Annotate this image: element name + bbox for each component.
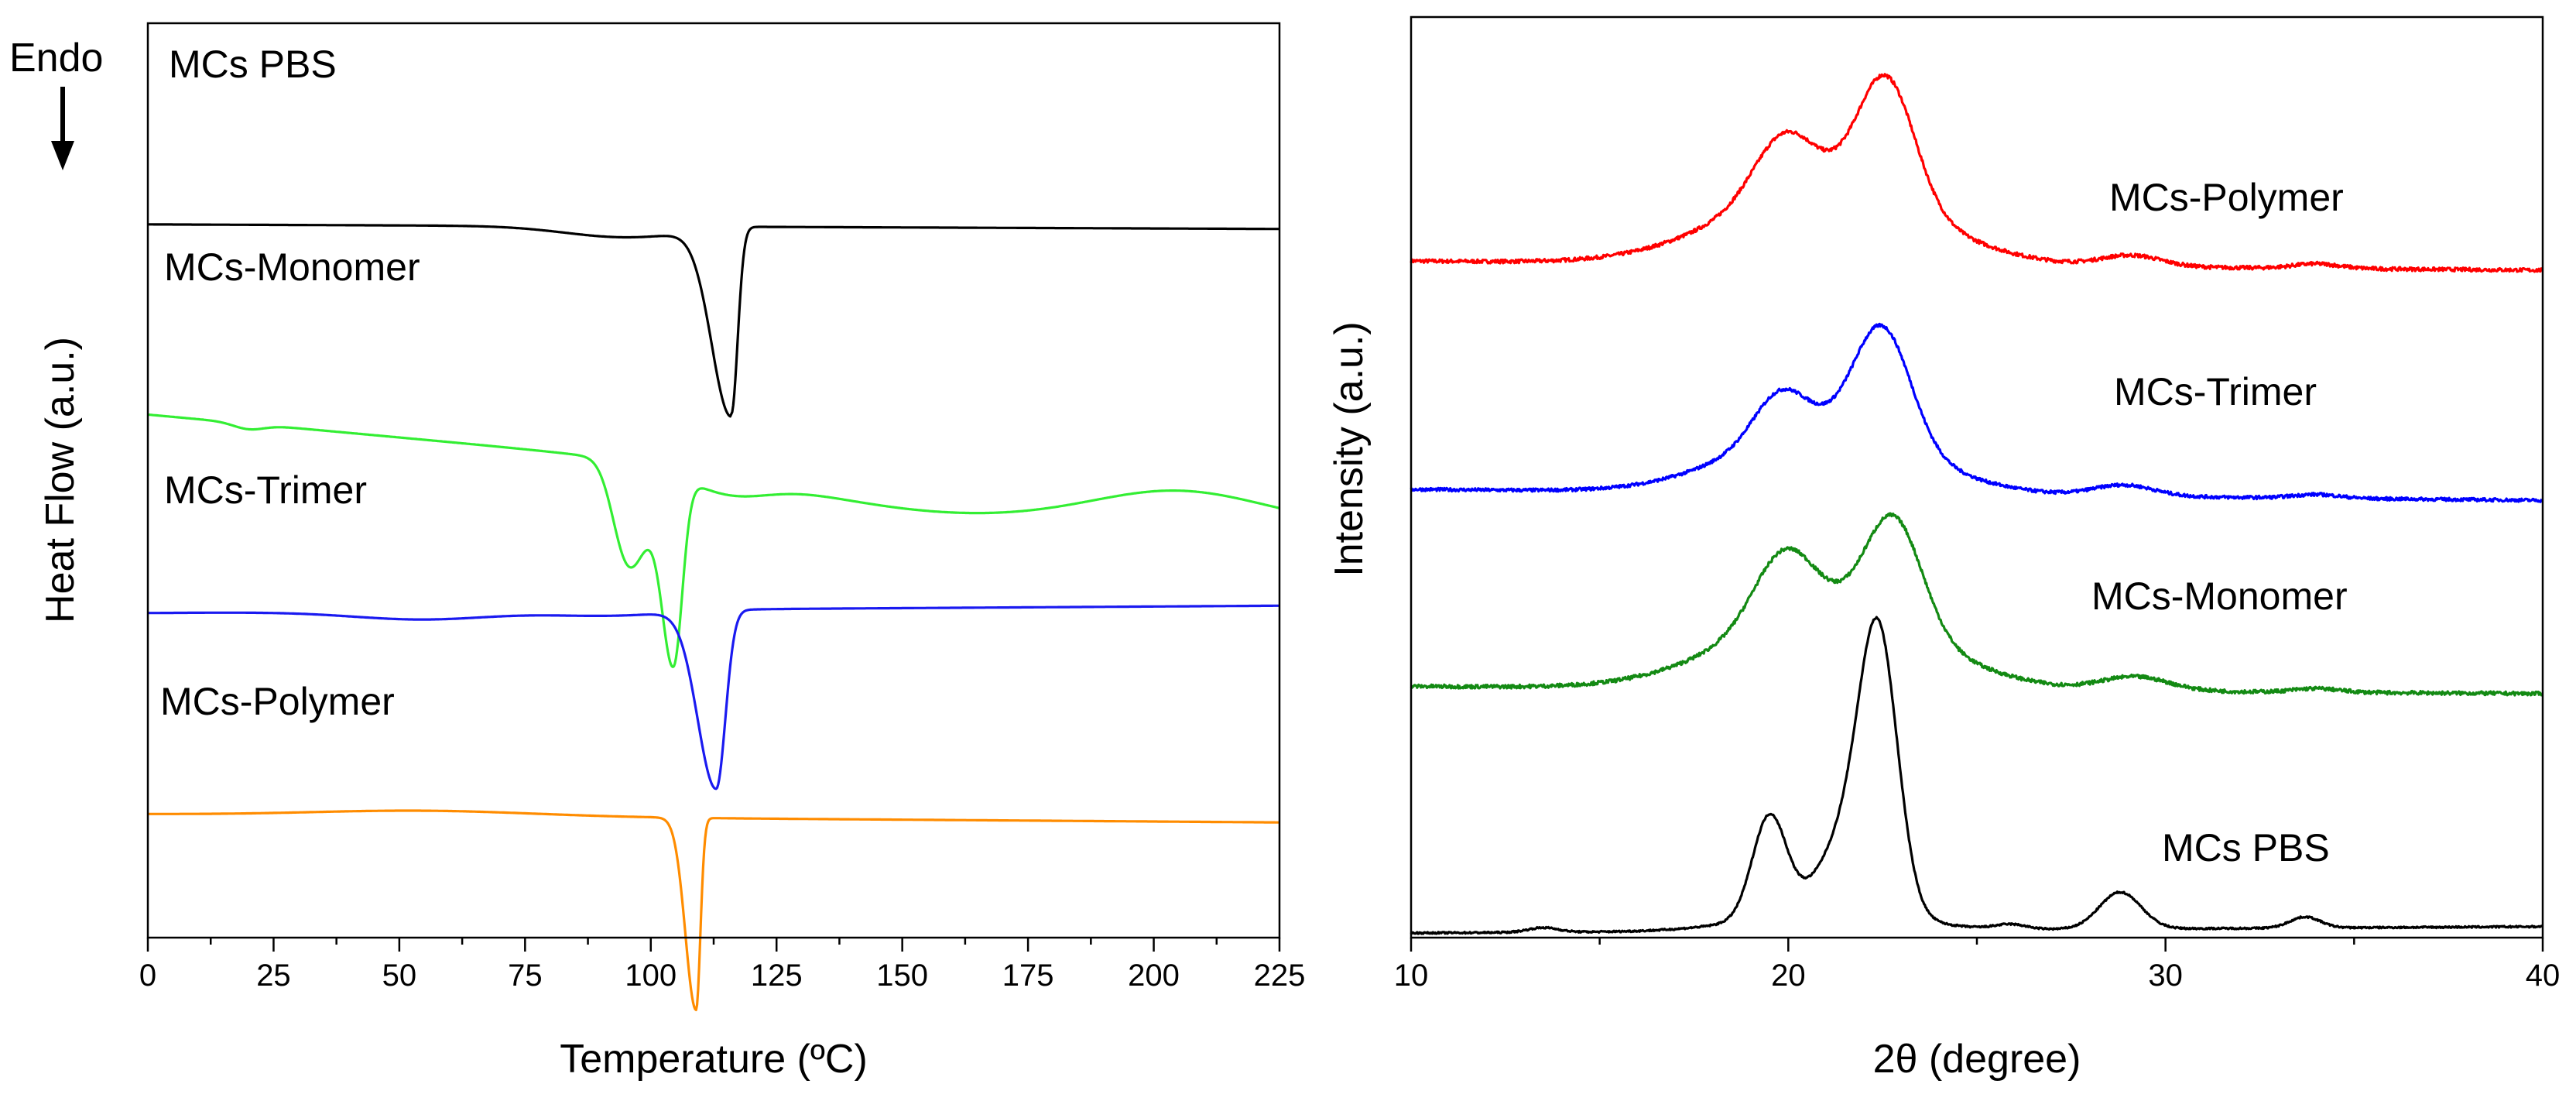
dsc-traces [147,223,1280,1011]
dsc-trace-mcs-trimer [147,604,1280,791]
xrd-x-tick-label: 40 [2526,959,2561,993]
dsc-trace-mcs-pbs [147,223,1280,418]
xrd-trace-mcs-monomer [1410,512,2543,697]
xrd-trace-mcs-pbs [1410,616,2543,935]
xrd-x-tick-label: 20 [1771,959,1806,993]
dsc-trace-mcs-monomer [147,413,1280,668]
endo-down-arrow-icon [51,87,74,170]
dsc-trace-mcs-polymer [147,809,1280,1011]
xrd-x-axis-title: 2θ (degree) [1873,1037,2081,1082]
xrd-label-mcs-pbs: MCs PBS [2162,826,2330,869]
xrd-label-mcs-polymer: MCs-Polymer [2109,176,2344,219]
dsc-panel: 0 25 50 75 100 125 150 175 200 225 MCs PBS MCs-Mon… [9,22,1306,1082]
dsc-x-tick-label: 100 [625,959,677,993]
xrd-panel: 10 20 30 40 MCs-Polymer MCs-Trimer MCs-Monome… [1327,15,2561,1082]
dsc-x-tick-label: 225 [1254,959,1306,993]
xrd-label-mcs-monomer: MCs-Monomer [2091,575,2348,618]
dsc-label-mcs-pbs: MCs PBS [169,43,337,86]
xrd-x-tick-label: 10 [1394,959,1429,993]
xrd-trace-mcs-trimer [1410,322,2543,503]
dsc-label-mcs-trimer: MCs-Trimer [164,468,367,512]
dsc-label-mcs-polymer: MCs-Polymer [160,680,395,723]
dsc-x-tick-label: 50 [382,959,417,993]
xrd-label-mcs-trimer: MCs-Trimer [2114,370,2317,413]
dsc-x-tick-label: 175 [1002,959,1054,993]
xrd-traces [1410,73,2543,935]
dsc-label-mcs-monomer: MCs-Monomer [164,245,420,289]
dsc-ticks: 0 25 50 75 100 125 150 175 200 225 [139,938,1306,993]
dsc-x-axis-title: Temperature (ºC) [560,1037,868,1082]
dsc-series-labels: MCs PBS MCs-Monomer MCs-Trimer MCs-Polymer [160,43,420,723]
dsc-y-axis-title: Heat Flow (a.u.) [38,337,83,623]
xrd-trace-mcs-polymer [1410,73,2543,273]
xrd-x-tick-label: 30 [2148,959,2183,993]
endo-annotation: Endo [9,36,103,81]
dsc-x-tick-label: 25 [256,959,291,993]
dsc-x-tick-label: 150 [876,959,928,993]
dsc-x-tick-label: 0 [139,959,156,993]
xrd-series-labels: MCs-Polymer MCs-Trimer MCs-Monomer MCs PBS [2091,176,2348,869]
dsc-x-tick-label: 200 [1128,959,1180,993]
dsc-x-tick-label: 75 [508,959,543,993]
dsc-x-tick-label: 125 [751,959,803,993]
xrd-ticks: 10 20 30 40 [1394,938,2561,993]
xrd-y-axis-title: Intensity (a.u.) [1327,321,1372,576]
